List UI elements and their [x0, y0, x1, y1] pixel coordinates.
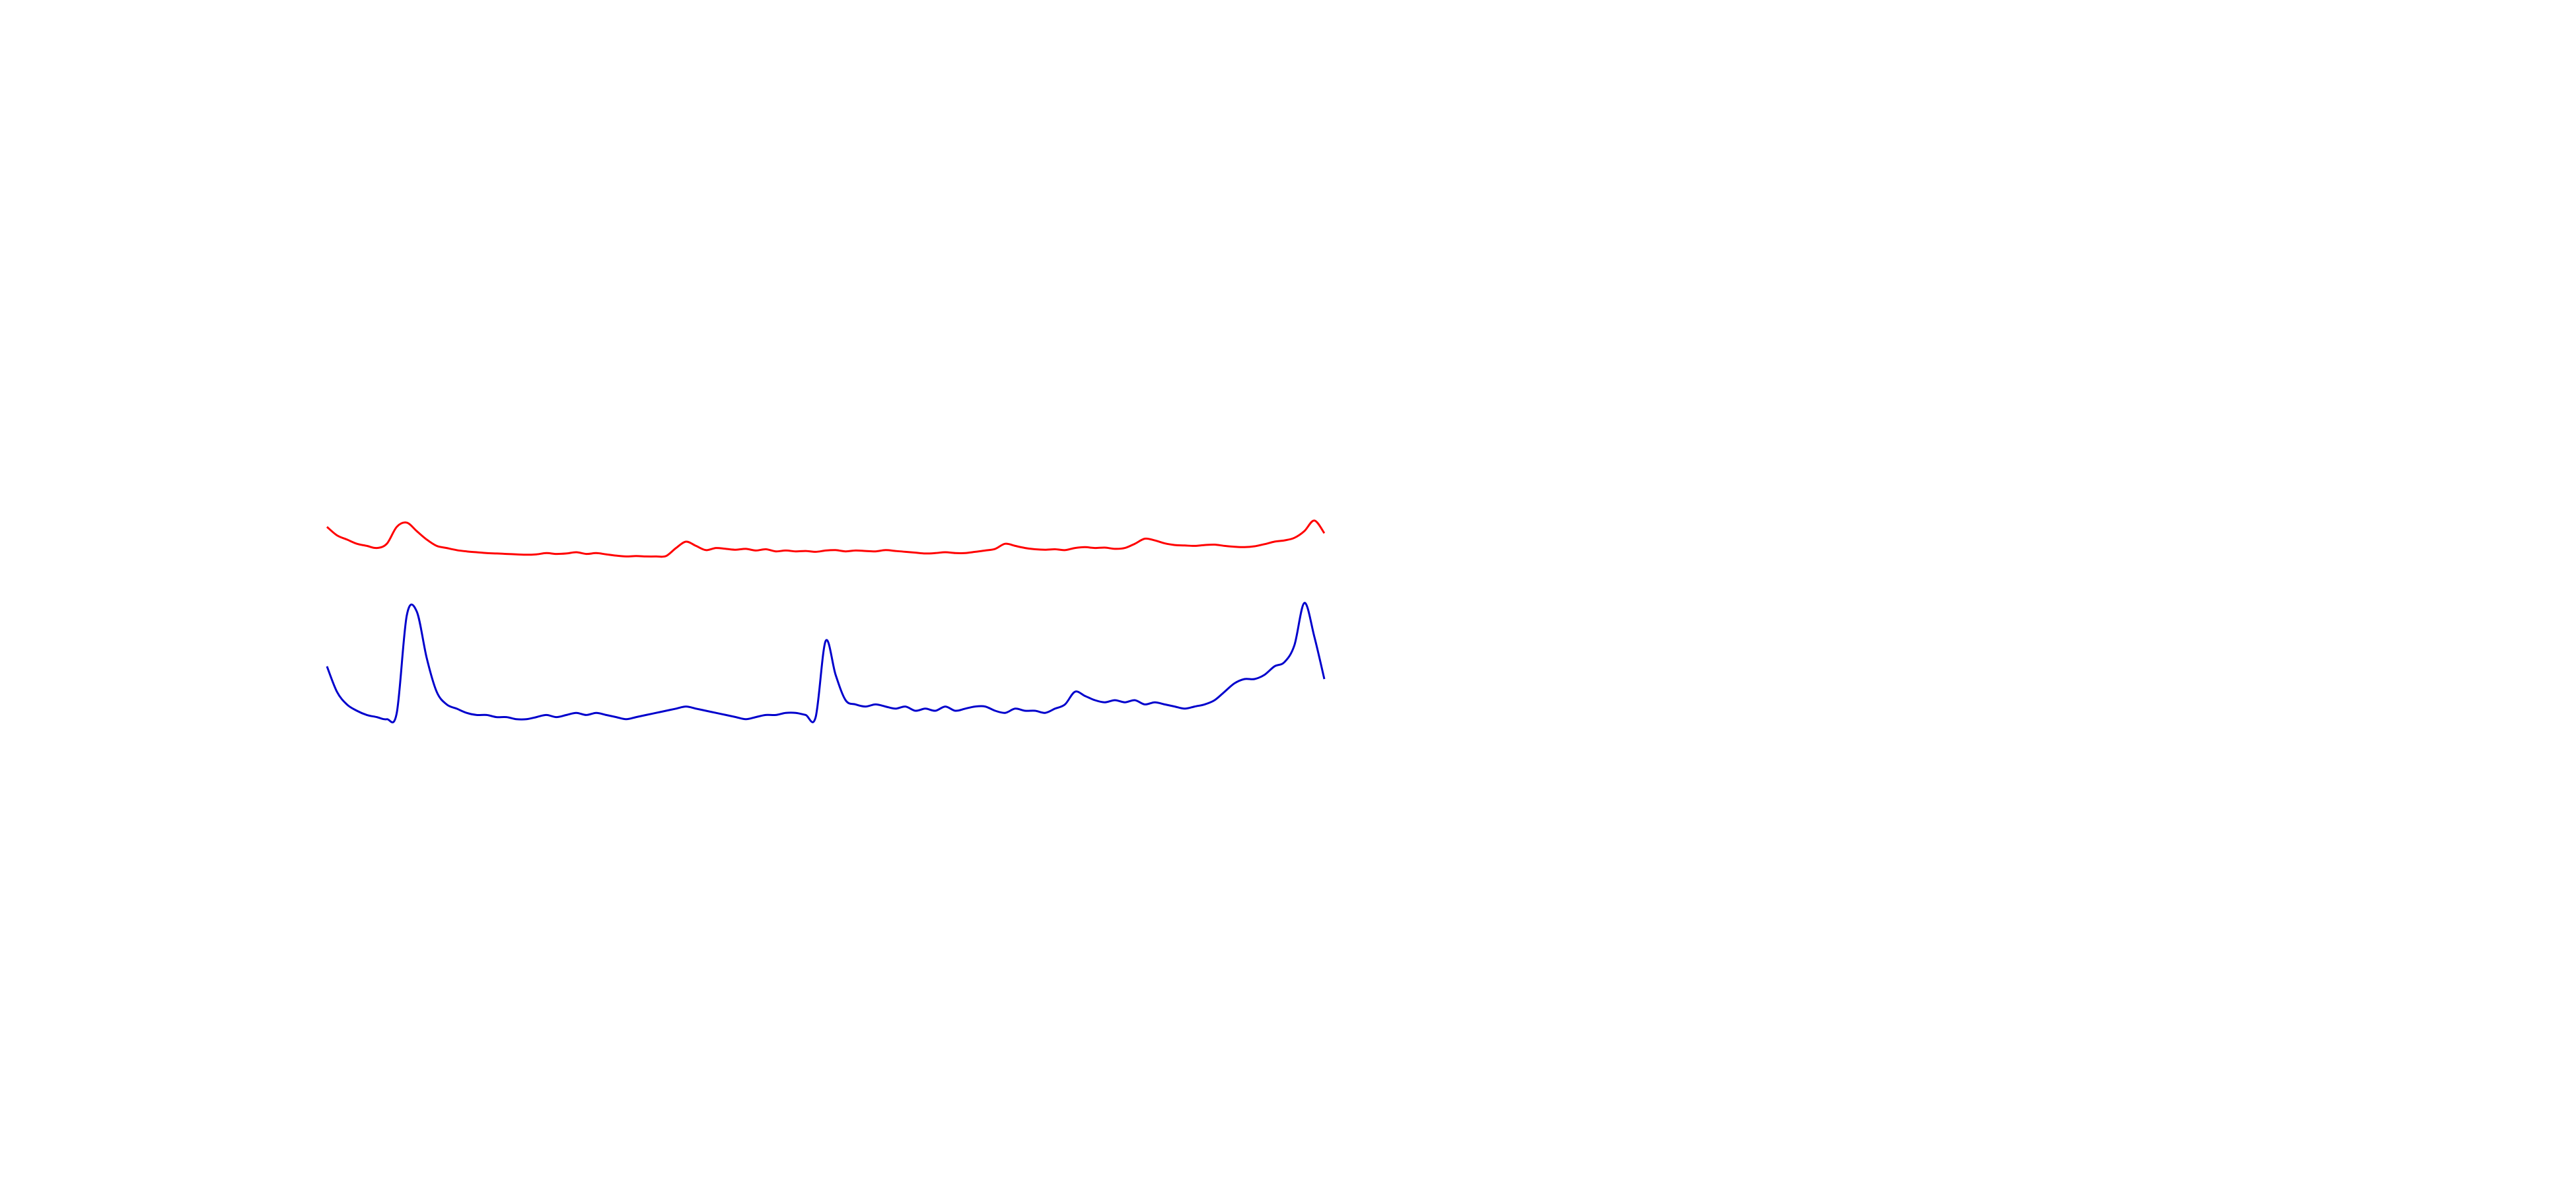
series-line-2	[326, 602, 1326, 723]
plot-area	[326, 519, 1326, 723]
series-line-1	[326, 519, 1326, 558]
